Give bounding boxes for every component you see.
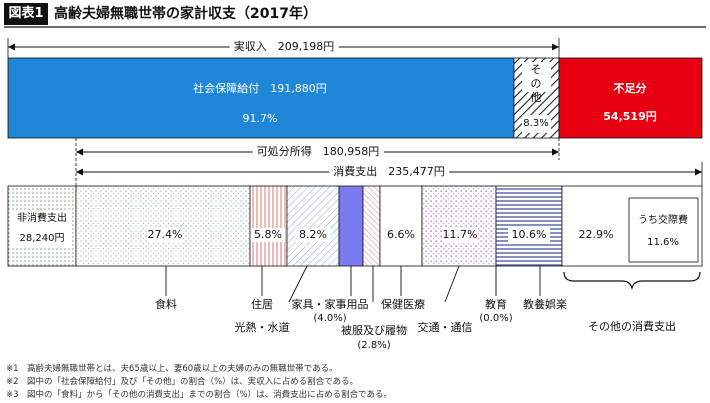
- health-pct: 6.6%: [387, 228, 415, 241]
- bar-social-expenses: [628, 197, 699, 263]
- bar-food: [75, 185, 251, 267]
- food-pct: 27.4%: [147, 228, 183, 241]
- bar-clothing: [362, 185, 381, 267]
- other-consumption-pct: 22.9%: [578, 228, 614, 241]
- bar-social-security: [7, 57, 515, 139]
- disposable-income-label: 可処分所得 180,958円: [252, 145, 384, 159]
- utilities-label: 光熱・水道: [234, 321, 290, 334]
- bar-transport: [421, 185, 497, 267]
- bar-shortfall: [558, 57, 703, 139]
- income-total-label: 実収入 209,198円: [229, 40, 339, 54]
- figure-badge: 図表1: [4, 3, 48, 25]
- health-label: 保健医療: [381, 298, 425, 311]
- bar-recreation: [495, 185, 563, 267]
- education-pct: (0.0%): [479, 313, 513, 324]
- social-security-label: 社会保障給付 191,880円: [193, 82, 327, 95]
- bar-furniture: [338, 185, 364, 267]
- figure-title: 高齢夫婦無職世帯の家計収支（2017年）: [54, 6, 317, 22]
- food-label: 食料: [155, 298, 177, 311]
- social-expenses-pct: 11.6%: [647, 237, 679, 248]
- transport-pct: 11.7%: [442, 228, 478, 241]
- furniture-label: 家具・家事用品: [291, 298, 369, 311]
- footnote-3: ※3 図中の「食料」から「その他の消費支出」までの割合（%）は、消費支出に占める…: [6, 390, 393, 400]
- education-label: 教育: [485, 298, 507, 311]
- transport-label: 交通・通信: [417, 321, 473, 334]
- other-consumption-label: その他の消費支出: [588, 320, 676, 333]
- social-expenses-label: うち交際費: [638, 215, 688, 226]
- furniture-pct: (4.0%): [313, 313, 347, 324]
- non-consumption-label: 非消費支出: [17, 213, 67, 224]
- footnote-1: ※1 高齢夫婦無職世帯とは、夫65歳以上、妻60歳以上の夫婦のみの無職世帯である…: [6, 364, 338, 374]
- clothing-label: 被服及び履物: [341, 324, 407, 337]
- consumption-total-label: 消費支出 235,477円: [329, 165, 449, 179]
- bar-health: [379, 185, 423, 267]
- non-consumption-value: 28,240円: [19, 233, 65, 244]
- social-security-pct: 91.7%: [242, 112, 278, 125]
- housing-label: 住居: [251, 298, 273, 311]
- footnote-2: ※2 図中の「社会保障給付」及び「その他」の割合（%）は、実収入に占める割合であ…: [6, 377, 359, 387]
- housing-pct: 5.8%: [254, 228, 282, 241]
- other-income-pct: 8.3%: [523, 118, 549, 129]
- bar-housing: [249, 185, 288, 267]
- shortfall-value: 54,519円: [603, 110, 657, 123]
- other-income-label: その他: [530, 63, 542, 104]
- recreation-label: 教養娯楽: [523, 298, 567, 311]
- bar-utilities: [286, 185, 340, 267]
- shortfall-label: 不足分: [613, 82, 647, 95]
- clothing-pct: (2.8%): [357, 340, 391, 351]
- utilities-pct: 8.2%: [299, 228, 327, 241]
- recreation-pct: 10.6%: [511, 228, 547, 241]
